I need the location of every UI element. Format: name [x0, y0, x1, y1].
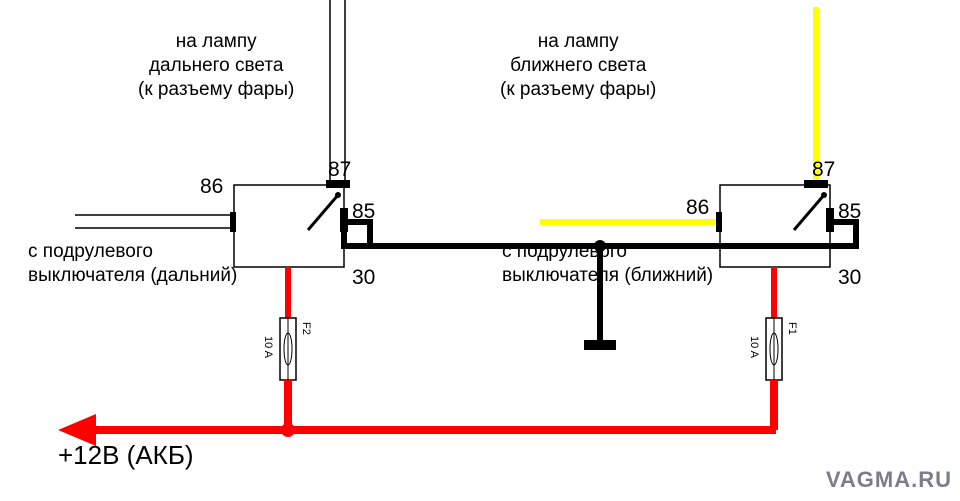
- power-label: +12В (АКБ): [58, 440, 194, 471]
- fuse-left-name: F2: [300, 322, 312, 335]
- label-low-beam-lamp: на лампу ближнего света (к разъему фары): [500, 30, 656, 101]
- watermark: VAGMA.RU: [826, 467, 952, 493]
- label-high-beam-lamp: на лампу дальнего света (к разъему фары): [138, 30, 294, 101]
- fuse-right-rating: 10 A: [748, 336, 760, 358]
- label-left-switch: с подрулевого выключателя (дальний): [28, 240, 237, 288]
- pin-right-86: 86: [686, 196, 709, 220]
- fuse-left-rating: 10 A: [262, 336, 274, 358]
- label-right-switch: с подрулевого выключателя (ближний): [502, 240, 713, 288]
- pin-right-30: 30: [838, 266, 861, 290]
- pin-left-87: 87: [328, 158, 351, 182]
- pin-right-87: 87: [812, 158, 835, 182]
- pin-left-85: 85: [352, 200, 375, 224]
- pin-left-30: 30: [352, 266, 375, 290]
- pin-left-86: 86: [200, 175, 223, 199]
- fuse-right-name: F1: [786, 322, 798, 335]
- pin-right-85: 85: [838, 200, 861, 224]
